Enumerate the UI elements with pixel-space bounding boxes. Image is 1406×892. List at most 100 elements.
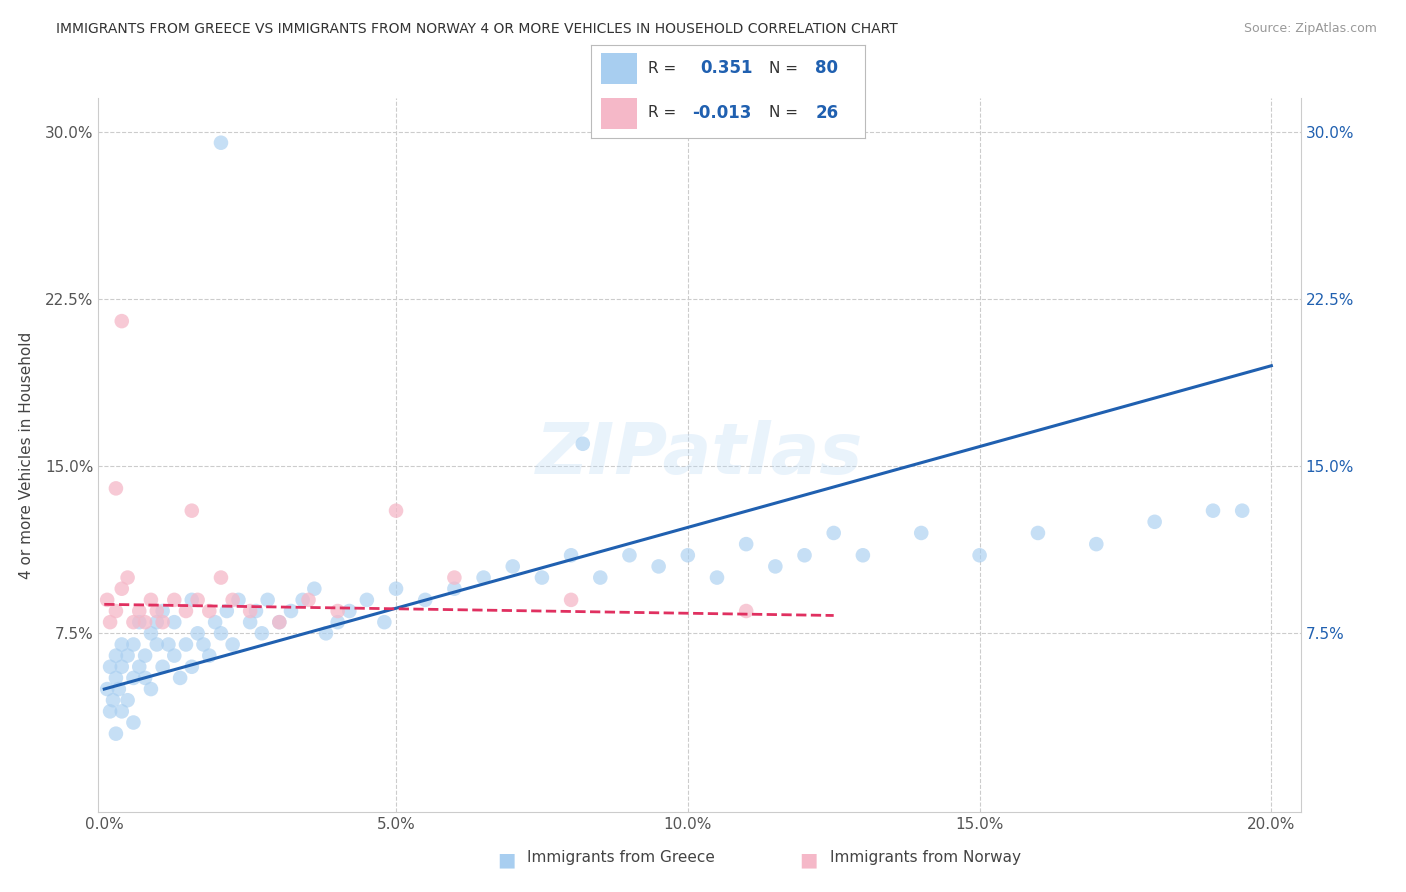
Point (187, 592, 209, 607)
Point (1026, 526, 1049, 541)
Point (647, 559, 669, 574)
Point (180, 503, 202, 517)
Point (104, 726, 127, 740)
Point (239, 615, 262, 630)
Point (215, 604, 238, 618)
Point (209, 626, 232, 640)
Point (269, 615, 291, 630)
Text: R =: R = (648, 61, 682, 76)
Point (98, 705, 121, 719)
Point (96, 592, 118, 607)
Y-axis label: 4 or more Vehicles in Household: 4 or more Vehicles in Household (18, 331, 34, 579)
Point (98, 660, 121, 674)
Bar (602, 98, 637, 129)
Point (152, 660, 174, 674)
Text: N =: N = (769, 61, 803, 76)
Point (152, 615, 174, 630)
Point (146, 637, 169, 651)
Point (163, 648, 186, 663)
Point (180, 660, 202, 674)
Point (198, 604, 221, 618)
Text: Source: ZipAtlas.com: Source: ZipAtlas.com (1244, 22, 1378, 36)
Point (146, 604, 169, 618)
Point (356, 592, 378, 607)
Point (104, 648, 127, 663)
Point (472, 571, 495, 585)
Point (269, 615, 291, 630)
Text: 26: 26 (815, 104, 838, 122)
Point (122, 637, 145, 651)
Point (413, 592, 436, 607)
Text: 80: 80 (815, 60, 838, 78)
Point (502, 559, 524, 574)
Point (852, 548, 875, 563)
Point (139, 626, 162, 640)
Point (560, 592, 582, 607)
Point (101, 693, 124, 707)
Point (111, 314, 134, 328)
Point (104, 604, 127, 618)
Text: ■: ■ (496, 851, 516, 870)
Text: Immigrants from Norway: Immigrants from Norway (830, 850, 1021, 865)
Point (315, 626, 337, 640)
Point (245, 604, 267, 618)
Point (969, 548, 991, 563)
Text: 0.351: 0.351 (700, 60, 752, 78)
Point (735, 537, 758, 551)
Point (297, 592, 319, 607)
Point (163, 615, 186, 630)
Point (134, 648, 156, 663)
Text: ZIPatlas: ZIPatlas (536, 420, 863, 490)
Point (174, 604, 197, 618)
Point (910, 526, 932, 541)
Point (128, 660, 150, 674)
Point (187, 626, 209, 640)
Bar (602, 53, 637, 84)
Point (280, 604, 302, 618)
Point (530, 571, 553, 585)
Point (139, 592, 162, 607)
Point (385, 503, 408, 517)
Point (443, 582, 465, 596)
Point (198, 648, 221, 663)
Point (1085, 537, 1108, 551)
Point (823, 526, 845, 541)
Text: R =: R = (648, 105, 682, 120)
Point (157, 637, 180, 651)
Point (326, 604, 349, 618)
Point (373, 615, 395, 630)
Text: IMMIGRANTS FROM GREECE VS IMMIGRANTS FROM NORWAY 4 OR MORE VEHICLES IN HOUSEHOLD: IMMIGRANTS FROM GREECE VS IMMIGRANTS FRO… (56, 22, 898, 37)
Point (96, 681, 118, 696)
Point (571, 436, 593, 450)
Point (122, 615, 145, 630)
Point (193, 637, 215, 651)
Point (134, 615, 156, 630)
Point (221, 592, 243, 607)
Point (735, 604, 758, 618)
Point (180, 592, 202, 607)
Point (108, 681, 131, 696)
Point (122, 715, 145, 730)
Point (250, 626, 273, 640)
Point (163, 592, 186, 607)
Point (443, 571, 465, 585)
Point (589, 571, 612, 585)
Point (111, 660, 134, 674)
Point (256, 592, 278, 607)
Point (111, 705, 134, 719)
Point (209, 136, 232, 150)
Point (111, 637, 134, 651)
Point (291, 592, 314, 607)
Point (111, 582, 134, 596)
Point (117, 648, 139, 663)
Point (204, 615, 226, 630)
Point (146, 615, 169, 630)
Point (174, 637, 197, 651)
Point (1143, 515, 1166, 529)
Point (304, 582, 326, 596)
Text: Immigrants from Greece: Immigrants from Greece (527, 850, 716, 865)
Point (209, 571, 232, 585)
Point (763, 559, 786, 574)
Point (117, 693, 139, 707)
Point (1202, 503, 1225, 517)
